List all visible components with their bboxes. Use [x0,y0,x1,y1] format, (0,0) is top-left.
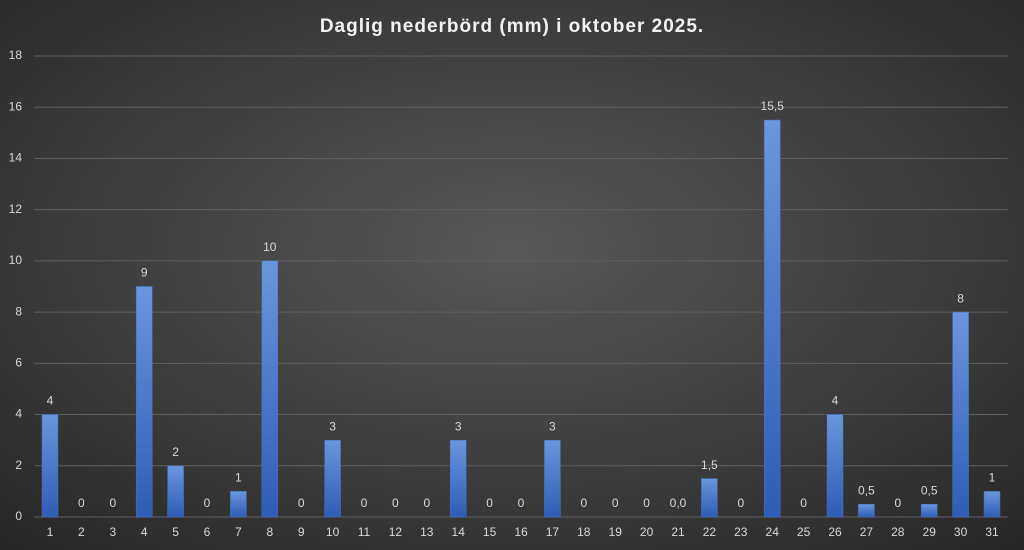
value-label: 0 [643,496,650,510]
value-label: 0 [423,496,430,510]
y-tick-label: 18 [9,48,23,62]
x-tick-label: 17 [546,525,560,539]
x-tick-label: 28 [891,525,905,539]
x-tick-label: 9 [298,525,305,539]
x-tick-label: 30 [954,525,968,539]
x-tick-label: 14 [452,525,466,539]
value-label: 1 [989,471,996,485]
value-label: 0 [361,496,368,510]
value-label: 0 [580,496,587,510]
x-tick-label: 24 [766,525,780,539]
x-tick-label: 20 [640,525,654,539]
value-label: 0 [612,496,619,510]
x-tick-label: 27 [860,525,874,539]
x-tick-label: 4 [141,525,148,539]
bar [167,465,184,518]
value-label: 0 [109,496,116,510]
value-label: 0 [392,496,399,510]
value-label: 4 [832,394,839,408]
value-label: 2 [172,445,179,459]
x-tick-label: 6 [204,525,211,539]
y-tick-label: 16 [9,99,23,113]
bar [41,414,59,518]
bar [261,260,279,518]
x-tick-label: 13 [420,525,434,539]
value-label: 0,0 [670,496,687,510]
value-label: 10 [263,240,277,254]
x-tick-label: 26 [828,525,842,539]
x-tick-label: 18 [577,525,591,539]
bar [701,478,718,518]
x-tick-label: 11 [358,525,371,539]
value-label: 15,5 [761,99,785,113]
value-label: 0,5 [921,483,938,497]
y-tick-label: 12 [9,202,23,216]
bar [952,311,969,518]
value-label: 4 [47,394,54,408]
bar [920,503,938,518]
x-tick-label: 8 [266,525,273,539]
bar [324,439,341,518]
bar [826,414,844,518]
x-tick-label: 29 [923,525,937,539]
x-tick-label: 10 [326,525,340,539]
value-label: 3 [455,419,462,433]
value-label: 1,5 [701,458,718,472]
x-tick-label: 1 [47,525,54,539]
x-tick-label: 7 [235,525,242,539]
x-tick-label: 2 [78,525,85,539]
value-label: 0 [204,496,211,510]
value-label: 0 [800,496,807,510]
value-label: 0 [298,496,305,510]
y-tick-label: 14 [9,151,23,165]
x-tick-label: 31 [985,525,999,539]
bar [135,286,153,518]
value-label: 3 [549,419,556,433]
bar [983,491,1001,518]
value-label: 8 [957,291,964,305]
value-label: 3 [329,419,336,433]
x-tick-label: 22 [703,525,717,539]
value-label: 0 [486,496,493,510]
y-tick-label: 10 [9,253,23,267]
value-label: 1 [235,471,242,485]
y-tick-label: 4 [15,407,22,421]
x-tick-label: 21 [671,525,685,539]
x-tick-label: 23 [734,525,748,539]
x-tick-label: 3 [109,525,116,539]
y-tick-label: 0 [15,509,22,523]
x-tick-label: 5 [172,525,179,539]
bar [763,119,781,518]
y-tick-label: 6 [15,356,22,370]
x-tick-label: 16 [514,525,528,539]
value-label: 0 [894,496,901,510]
value-label: 0,5 [858,483,875,497]
value-label: 9 [141,266,148,280]
bar [544,439,561,518]
x-tick-label: 12 [389,525,403,539]
x-tick-label: 15 [483,525,497,539]
chart-title: Daglig nederbörd (mm) i oktober 2025. [320,16,704,37]
bar [858,503,875,518]
x-tick-label: 25 [797,525,811,539]
value-label: 0 [737,496,744,510]
y-tick-label: 2 [15,458,22,472]
bar [449,439,467,518]
bar [230,491,247,518]
value-label: 0 [78,496,85,510]
y-tick-label: 8 [15,304,22,318]
value-label: 0 [518,496,525,510]
x-tick-label: 19 [609,525,623,539]
